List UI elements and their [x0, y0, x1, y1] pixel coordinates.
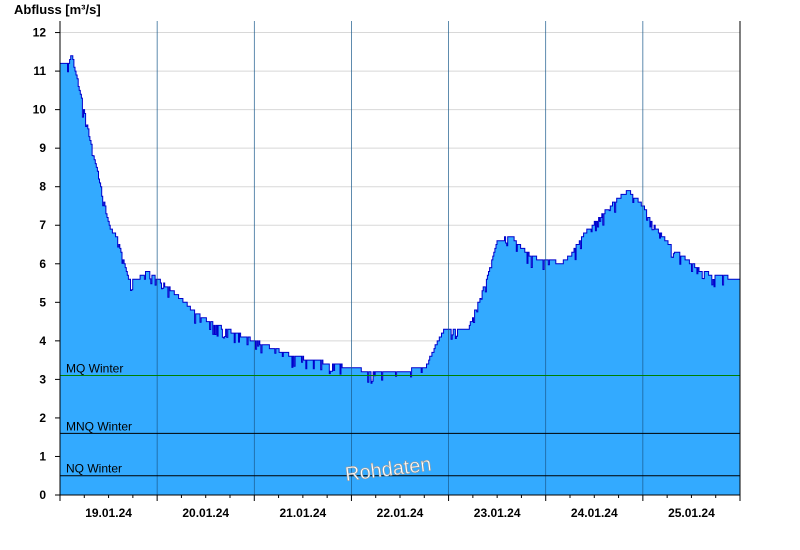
- y-axis-label: Abfluss [m³/s]: [14, 2, 101, 17]
- x-tick-label-6: 25.01.24: [668, 506, 715, 520]
- y-tick-label-11: 11: [33, 64, 46, 78]
- x-tick-label-2: 21.01.24: [279, 506, 326, 520]
- y-tick-label-2: 2: [39, 411, 46, 425]
- y-tick-label-8: 8: [39, 180, 46, 194]
- y-tick-label-1: 1: [39, 449, 46, 463]
- y-tick-label-4: 4: [39, 334, 46, 348]
- discharge-area: [60, 55, 740, 495]
- y-tick-label-0: 0: [39, 488, 46, 502]
- x-tick-label-5: 24.01.24: [571, 506, 618, 520]
- x-tick-label-4: 23.01.24: [474, 506, 521, 520]
- x-tick-label-3: 22.01.24: [377, 506, 424, 520]
- x-ticks: 19.01.24 20.01.24 21.01.24 22.01.24 23.01.24…: [59, 495, 741, 520]
- y-tick-label-5: 5: [39, 295, 46, 309]
- y-tick-label-12: 12: [33, 26, 47, 40]
- y-tick-label-7: 7: [39, 218, 46, 232]
- y-tick-label-6: 6: [39, 257, 46, 271]
- reference-label-0: MQ Winter: [66, 362, 123, 376]
- y-tick-label-3: 3: [39, 372, 46, 386]
- y-tick-label-9: 9: [39, 141, 46, 155]
- x-tick-label-1: 20.01.24: [182, 506, 229, 520]
- day-separators: [156, 21, 644, 495]
- reference-lines: MQ Winter MNQ Winter NQ Winter: [60, 362, 740, 477]
- reference-label-2: NQ Winter: [66, 462, 122, 476]
- reference-label-1: MNQ Winter: [66, 419, 132, 433]
- series-area: [60, 55, 740, 495]
- x-tick-label-0: 19.01.24: [85, 506, 132, 520]
- y-tick-label-10: 10: [33, 103, 47, 117]
